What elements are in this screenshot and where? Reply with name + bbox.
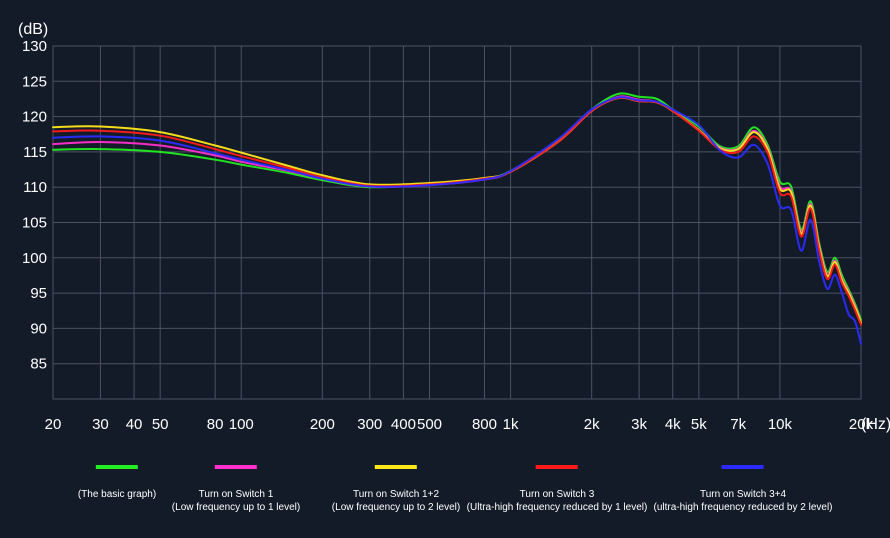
legend-item-5: Turn on Switch 3+4 (ultra-high frequency … bbox=[653, 462, 833, 514]
y-tick-label: 130 bbox=[22, 38, 47, 55]
legend-label: Turn on Switch 1 bbox=[198, 489, 274, 500]
legend-item-2: Turn on Switch 1 (Low frequency up to 1 l… bbox=[172, 462, 300, 514]
legend-item-1: (The basic graph) bbox=[78, 462, 156, 501]
x-axis-ticks: 20 30 40 50 80 100 200 300 400 500 800 1k 2k 3k 4k 5k 7k… bbox=[45, 416, 874, 433]
y-axis-unit: (dB) bbox=[18, 21, 48, 38]
series-line-4 bbox=[52, 96, 862, 326]
x-tick-label: 400 bbox=[391, 416, 416, 433]
x-tick-label: 800 bbox=[472, 416, 497, 433]
legend-item-4: Turn on Switch 3 (Ultra-high frequency re… bbox=[466, 462, 648, 514]
x-tick-label: 50 bbox=[152, 416, 169, 433]
x-tick-label: 30 bbox=[92, 416, 109, 433]
y-tick-label: 125 bbox=[22, 73, 47, 90]
legend-swatch bbox=[721, 465, 764, 469]
x-tick-label: 1k bbox=[503, 416, 519, 433]
y-tick-label: 100 bbox=[22, 250, 47, 267]
series-line-3 bbox=[52, 96, 862, 324]
legend-label: Turn on Switch 1+2 bbox=[352, 489, 440, 500]
x-tick-label: 4k bbox=[665, 416, 681, 433]
legend-swatch bbox=[536, 465, 578, 469]
x-tick-label: 10k bbox=[768, 416, 793, 433]
legend-label: Turn on Switch 3 bbox=[519, 489, 595, 500]
x-tick-label: 2k bbox=[584, 416, 600, 433]
y-tick-label: 95 bbox=[30, 285, 47, 302]
legend-item-3: Turn on Switch 1+2 (Low frequency up to 2… bbox=[332, 462, 460, 514]
legend-sublabel: (Low frequency up to 2 level) bbox=[331, 502, 461, 513]
x-tick-label: 20 bbox=[45, 416, 62, 433]
x-axis-unit: (Hz) bbox=[861, 416, 890, 433]
x-tick-label: 80 bbox=[207, 416, 224, 433]
x-tick-label: 40 bbox=[126, 416, 143, 433]
x-tick-label: 3k bbox=[631, 416, 647, 433]
y-tick-label: 120 bbox=[22, 109, 47, 126]
legend-sublabel: (ultra-high frequency reduced by 2 level… bbox=[653, 502, 833, 513]
y-axis-ticks: 85 90 95 100 105 110 115 120 125 130 bbox=[22, 38, 47, 373]
y-tick-label: 85 bbox=[30, 356, 47, 373]
x-tick-label: 20k bbox=[849, 416, 874, 433]
x-tick-label: 500 bbox=[417, 416, 442, 433]
legend-label: (The basic graph) bbox=[77, 489, 157, 500]
x-tick-label: 7k bbox=[730, 416, 746, 433]
x-tick-label: 100 bbox=[229, 416, 254, 433]
legend-sublabel: (Low frequency up to 1 level) bbox=[171, 502, 301, 513]
chart-legend: (The basic graph) Turn on Switch 1 (Low fr… bbox=[0, 462, 890, 532]
legend-sublabel: (Ultra-high frequency reduced by 1 level… bbox=[466, 502, 648, 513]
chart-grid bbox=[52, 45, 862, 400]
y-tick-label: 115 bbox=[23, 144, 47, 161]
x-tick-label: 300 bbox=[357, 416, 382, 433]
x-tick-label: 5k bbox=[691, 416, 707, 433]
legend-swatch bbox=[215, 465, 257, 469]
series-line-5 bbox=[52, 96, 862, 345]
legend-label: Turn on Switch 3+4 bbox=[699, 489, 787, 500]
y-tick-label: 90 bbox=[30, 320, 47, 337]
x-tick-label: 200 bbox=[310, 416, 335, 433]
y-tick-label: 105 bbox=[22, 215, 47, 232]
series-lines bbox=[52, 92, 862, 345]
series-line-2 bbox=[52, 95, 862, 324]
legend-swatch bbox=[375, 465, 417, 469]
series-line-1 bbox=[52, 92, 862, 321]
y-tick-label: 110 bbox=[23, 179, 47, 196]
legend-swatch bbox=[96, 465, 138, 469]
frequency-response-chart: 85 90 95 100 105 110 115 120 125 130 20 30 40 50 80 10… bbox=[18, 21, 890, 433]
